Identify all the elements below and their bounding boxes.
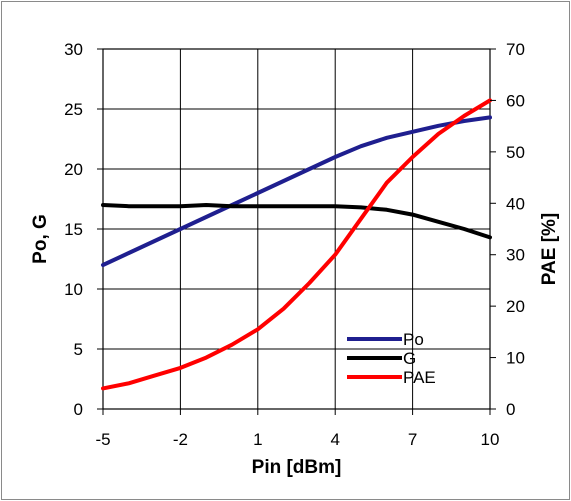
x-tick-label: 1 xyxy=(253,430,262,449)
y-left-tick-label: 15 xyxy=(64,220,83,239)
series-line-g xyxy=(101,203,492,240)
y-left-tick-label: 30 xyxy=(64,40,83,59)
y-left-tick-label: 0 xyxy=(74,400,83,419)
legend-label-po: Po xyxy=(403,330,424,349)
y-left-tick-label: 20 xyxy=(64,160,83,179)
x-tick-label: 10 xyxy=(481,430,500,449)
y-right-tick-label: 10 xyxy=(506,349,525,368)
x-tick-label: -5 xyxy=(95,430,110,449)
x-axis-title: Pin [dBm] xyxy=(252,457,342,478)
y-right-tick-label: 40 xyxy=(506,194,525,213)
series-line-pae xyxy=(101,98,492,391)
y-right-tick-label: 30 xyxy=(506,246,525,265)
series-line-po xyxy=(101,115,492,267)
y-right-axis-title: PAE [%] xyxy=(539,213,560,285)
legend-label-g: G xyxy=(403,349,416,368)
series-group xyxy=(101,98,492,391)
tick-labels: -5 -2 1 4 7 10 0 5 10 15 20 25 30 0 10 20 30 40 50 60 70 xyxy=(64,40,525,449)
y-left-tick-label: 25 xyxy=(64,100,83,119)
legend-label-pae: PAE xyxy=(403,368,436,387)
x-tick-label: -2 xyxy=(173,430,188,449)
x-tick-label: 7 xyxy=(408,430,417,449)
grid xyxy=(103,49,490,409)
tick-group xyxy=(97,48,496,415)
x-tick-label: 4 xyxy=(330,430,339,449)
y-right-tick-label: 70 xyxy=(506,40,525,59)
y-left-tick-label: 10 xyxy=(64,280,83,299)
y-right-tick-label: 0 xyxy=(506,400,515,419)
y-left-axis-title: Po, G xyxy=(30,214,51,264)
y-right-tick-label: 50 xyxy=(506,143,525,162)
y-right-tick-label: 20 xyxy=(506,297,525,316)
y-left-tick-label: 5 xyxy=(74,340,83,359)
y-right-tick-label: 60 xyxy=(506,91,525,110)
